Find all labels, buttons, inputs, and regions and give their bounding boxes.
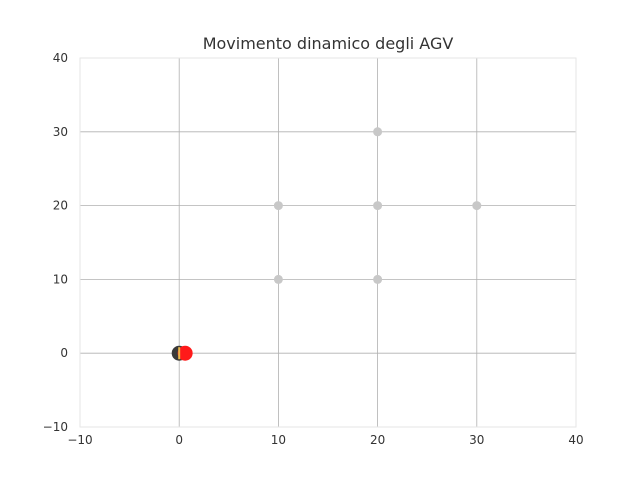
x-tick-label: −10 [67, 433, 92, 447]
x-tick-label: 10 [271, 433, 286, 447]
grid-lines [80, 58, 576, 427]
y-tick-label: −10 [43, 420, 68, 434]
x-tick-label: 0 [175, 433, 183, 447]
x-tick-label: 30 [469, 433, 484, 447]
y-tick-label: 20 [53, 199, 68, 213]
node-point [373, 127, 383, 137]
node-point [373, 274, 383, 284]
agv-point [177, 345, 193, 361]
node-point [472, 201, 482, 211]
x-tick-labels: −10 0 10 20 30 40 [67, 433, 583, 447]
y-tick-label: 10 [53, 272, 68, 286]
y-tick-label: 0 [60, 346, 68, 360]
plot-frame [79, 57, 577, 428]
node-point [273, 201, 283, 211]
node-point [373, 201, 383, 211]
y-tick-labels: −10 0 10 20 30 40 [43, 51, 68, 434]
y-tick-label: 40 [53, 51, 68, 65]
network-nodes [273, 127, 482, 284]
chart-title: Movimento dinamico degli AGV [203, 34, 454, 53]
node-point [273, 274, 283, 284]
agv-heading-mark [178, 347, 181, 360]
x-tick-label: 40 [568, 433, 583, 447]
y-tick-label: 30 [53, 125, 68, 139]
x-tick-label: 20 [370, 433, 385, 447]
agv-markers [171, 345, 193, 361]
